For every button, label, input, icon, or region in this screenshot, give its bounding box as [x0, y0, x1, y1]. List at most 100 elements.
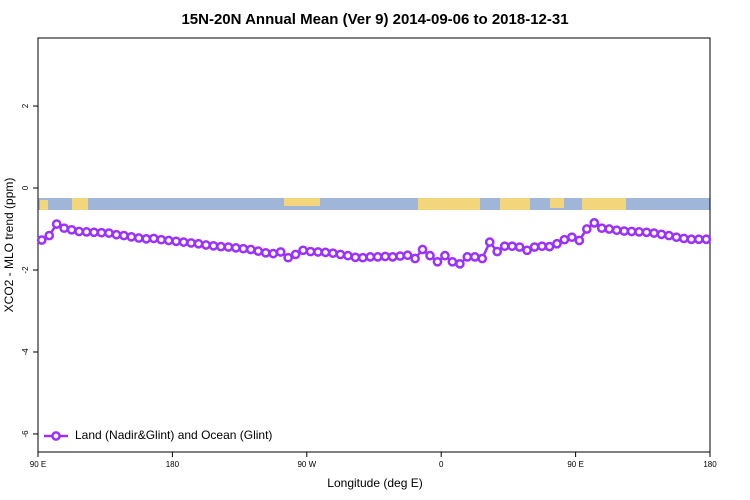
- data-point: [417, 244, 428, 255]
- data-point: [36, 235, 47, 245]
- data-point: [664, 230, 674, 241]
- data-point: [544, 241, 555, 252]
- data-point: [357, 252, 368, 263]
- data-point: [611, 225, 622, 236]
- x-tick-label: 90 W: [297, 460, 316, 469]
- data-point: [119, 230, 129, 241]
- data-point: [484, 237, 495, 247]
- data-point: [529, 242, 540, 252]
- x-tick-label: 0: [439, 460, 444, 469]
- data-point: [163, 235, 174, 246]
- data-point: [395, 251, 405, 261]
- data-point: [477, 253, 488, 264]
- data-point: [178, 237, 189, 247]
- data-point: [574, 235, 585, 246]
- data-point: [148, 233, 159, 244]
- data-point: [231, 243, 241, 253]
- data-point: [186, 238, 196, 248]
- data-point: [537, 241, 547, 252]
- data-point: [343, 250, 353, 261]
- legend-marker: [51, 431, 61, 441]
- data-point: [514, 242, 525, 252]
- data-point: [693, 234, 704, 245]
- data-point: [104, 228, 114, 238]
- data-point: [589, 218, 600, 228]
- data-point: [402, 250, 413, 261]
- data-point: [208, 240, 219, 251]
- data-point: [634, 227, 644, 237]
- data-point: [380, 251, 391, 262]
- data-point: [193, 238, 204, 249]
- data-point: [171, 236, 181, 247]
- data-point: [604, 224, 615, 234]
- data-point: [469, 252, 480, 262]
- data-point: [156, 234, 167, 245]
- data-point: [387, 252, 398, 262]
- data-point: [51, 219, 62, 229]
- data-point: [641, 227, 652, 238]
- data-point: [81, 227, 92, 237]
- data-point: [372, 252, 383, 262]
- data-point: [581, 224, 592, 234]
- data-point: [275, 247, 286, 257]
- data-point: [328, 248, 338, 259]
- data-point: [216, 241, 226, 252]
- data-point: [447, 256, 458, 267]
- land-ocean-strip: [38, 198, 710, 210]
- data-point: [686, 234, 697, 245]
- x-tick-label: 90 E: [567, 460, 583, 469]
- data-point: [223, 242, 234, 252]
- data-point: [59, 223, 69, 234]
- data-point: [701, 234, 712, 245]
- data-point: [201, 240, 211, 250]
- data-point: [111, 229, 122, 240]
- data-point: [320, 247, 331, 258]
- data-point: [89, 227, 99, 238]
- data-point: [74, 226, 84, 237]
- data-point: [305, 246, 316, 257]
- data-point: [619, 226, 629, 236]
- data-point: [596, 223, 607, 234]
- data-point: [365, 252, 376, 262]
- data-point: [126, 231, 137, 242]
- data-point: [350, 252, 361, 263]
- data-point: [679, 233, 689, 244]
- data-point: [283, 252, 293, 263]
- data-point: [499, 241, 510, 252]
- plot-frame: [37, 37, 711, 453]
- data-point: [96, 227, 107, 238]
- data-point: [133, 233, 144, 243]
- data-point: [440, 250, 450, 261]
- y-axis-label: XCO2 - MLO trend (ppm): [2, 178, 16, 313]
- data-point: [552, 238, 562, 249]
- data-point: [425, 250, 435, 261]
- data-point: [567, 232, 577, 243]
- data-point: [245, 244, 256, 255]
- data-point: [656, 229, 667, 240]
- y-tick-label: -2: [21, 266, 30, 274]
- y-tick-label: -6: [21, 430, 30, 438]
- data-point: [298, 245, 308, 256]
- data-point: [649, 228, 659, 238]
- data-point: [44, 230, 55, 241]
- data-point: [492, 246, 503, 257]
- data-point: [410, 253, 420, 264]
- y-tick-label: -4: [21, 348, 30, 356]
- data-point: [559, 234, 570, 245]
- legend-label: Land (Nadir&Glint) and Ocean (Glint): [75, 428, 272, 442]
- y-tick-label: 0: [21, 185, 30, 190]
- chart-title: 15N-20N Annual Mean (Ver 9) 2014-09-06 t…: [181, 11, 568, 28]
- y-tick-label: 2: [21, 103, 30, 108]
- x-tick-label: 180: [166, 460, 180, 469]
- data-point: [66, 224, 77, 235]
- data-point: [290, 249, 301, 260]
- data-point: [313, 247, 323, 257]
- data-point: [455, 259, 465, 269]
- data-point: [507, 241, 517, 252]
- x-tick-label: 180: [703, 460, 717, 469]
- data-point: [462, 252, 473, 262]
- data-point: [432, 256, 443, 267]
- x-axis-label: Longitude (deg E): [327, 476, 422, 490]
- data-point: [260, 247, 271, 258]
